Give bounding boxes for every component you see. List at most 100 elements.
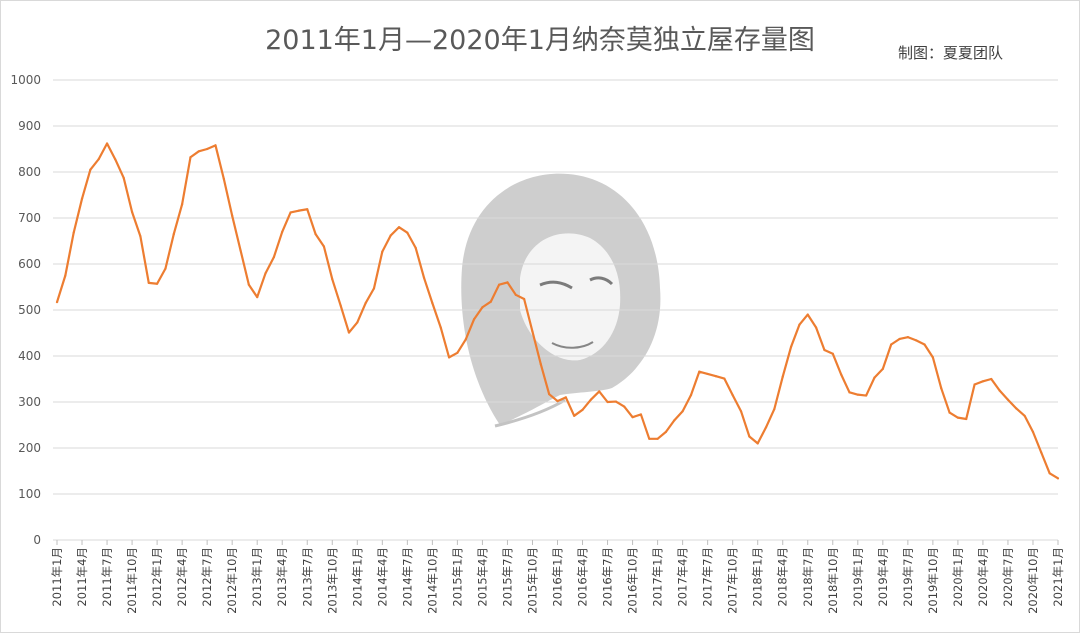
data-point (673, 419, 676, 422)
data-point (881, 367, 884, 370)
x-tick-label: 2015年10月 (525, 547, 539, 614)
data-point (322, 245, 326, 248)
data-points (55, 142, 1060, 480)
data-point (130, 210, 134, 214)
x-tick-label: 2018年4月 (776, 547, 790, 607)
data-point (431, 302, 434, 305)
data-point (731, 394, 734, 397)
data-point (331, 278, 334, 281)
y-tick-label: 700 (18, 211, 41, 225)
x-tick-label: 2015年7月 (500, 547, 514, 607)
data-point (289, 211, 292, 214)
x-tick-label: 2017年1月 (651, 547, 665, 607)
x-tick-label: 2011年4月 (75, 547, 89, 607)
x-tick-label: 2013年1月 (250, 547, 264, 607)
y-tick-label: 300 (18, 395, 41, 409)
data-point (80, 197, 84, 200)
data-point (898, 337, 901, 341)
portrait-watermark (461, 173, 661, 428)
x-tick-label: 2015年1月 (450, 547, 464, 607)
data-point (1040, 451, 1043, 454)
data-point (1031, 430, 1035, 433)
data-point (789, 345, 793, 348)
y-tick-label: 100 (18, 487, 41, 501)
data-point (940, 387, 943, 390)
y-tick-label: 0 (33, 533, 41, 547)
data-point (156, 282, 159, 285)
data-point (422, 276, 426, 279)
x-tick-label: 2020年4月 (976, 547, 990, 607)
x-tick-label: 2011年10月 (125, 547, 139, 614)
data-point (564, 396, 567, 399)
data-point (1015, 407, 1018, 410)
data-point (831, 352, 834, 355)
x-tick-label: 2012年10月 (225, 547, 239, 614)
data-point (981, 380, 985, 383)
data-point (931, 356, 934, 359)
data-point (698, 370, 701, 373)
data-point (381, 250, 384, 253)
data-point (372, 287, 376, 290)
data-point (523, 297, 526, 301)
data-point (823, 348, 826, 352)
x-tick-label: 2020年7月 (1001, 547, 1015, 607)
data-point (923, 343, 926, 346)
data-point (181, 203, 184, 206)
x-tick-label: 2011年7月 (100, 547, 114, 607)
x-tick-label: 2021年1月 (1051, 547, 1065, 607)
y-tick-label: 800 (18, 165, 41, 179)
data-point (631, 416, 634, 419)
data-point (764, 426, 768, 429)
y-tick-label: 500 (18, 303, 41, 317)
data-point (114, 158, 117, 161)
data-point (364, 302, 367, 305)
x-tick-label: 2012年4月 (175, 547, 189, 607)
data-point (948, 411, 951, 414)
x-tick-label: 2016年10月 (626, 547, 640, 614)
data-point (506, 281, 509, 284)
data-point (1006, 398, 1010, 401)
data-point (464, 338, 467, 341)
data-point (105, 142, 109, 145)
data-point (848, 391, 851, 394)
data-point (681, 410, 684, 413)
data-point (239, 249, 242, 252)
x-tick-label: 2019年7月 (901, 547, 915, 607)
data-point (581, 408, 584, 411)
chart-credit: 制图：夏夏团队 (898, 44, 1004, 62)
x-tick-label: 2018年7月 (801, 547, 815, 607)
x-tick-label: 2014年7月 (400, 547, 414, 607)
data-point (456, 351, 459, 354)
data-point (122, 176, 125, 180)
data-point (814, 326, 818, 329)
data-point (64, 274, 67, 277)
x-tick-label: 2019年4月 (876, 547, 890, 607)
data-point (264, 272, 267, 275)
data-point (990, 377, 993, 381)
data-point (514, 293, 517, 296)
data-point (556, 399, 559, 403)
data-point (172, 233, 175, 236)
data-point (664, 430, 668, 433)
x-axis-ticks: 2011年1月 2011年4月 2011年7月 2011年10月 2012年1月 2012… (50, 540, 1065, 614)
data-point (189, 156, 192, 159)
x-tick-label: 2019年10月 (926, 547, 940, 614)
data-point (498, 283, 501, 286)
data-point (214, 144, 217, 147)
x-tick-label: 2017年7月 (701, 547, 715, 607)
data-point (781, 375, 784, 378)
data-point (206, 147, 209, 151)
data-point (447, 356, 451, 359)
data-point (856, 393, 859, 396)
y-tick-label: 200 (18, 441, 41, 455)
x-tick-label: 2020年10月 (1026, 547, 1040, 614)
gridlines (53, 79, 1058, 541)
x-tick-label: 2014年10月 (425, 547, 439, 614)
y-tick-label: 900 (18, 119, 41, 133)
x-tick-label: 2013年7月 (300, 547, 314, 607)
data-point (389, 234, 392, 237)
x-tick-label: 2015年4月 (475, 547, 489, 607)
x-tick-label: 2016年4月 (576, 547, 590, 607)
y-tick-label: 1000 (10, 73, 41, 87)
